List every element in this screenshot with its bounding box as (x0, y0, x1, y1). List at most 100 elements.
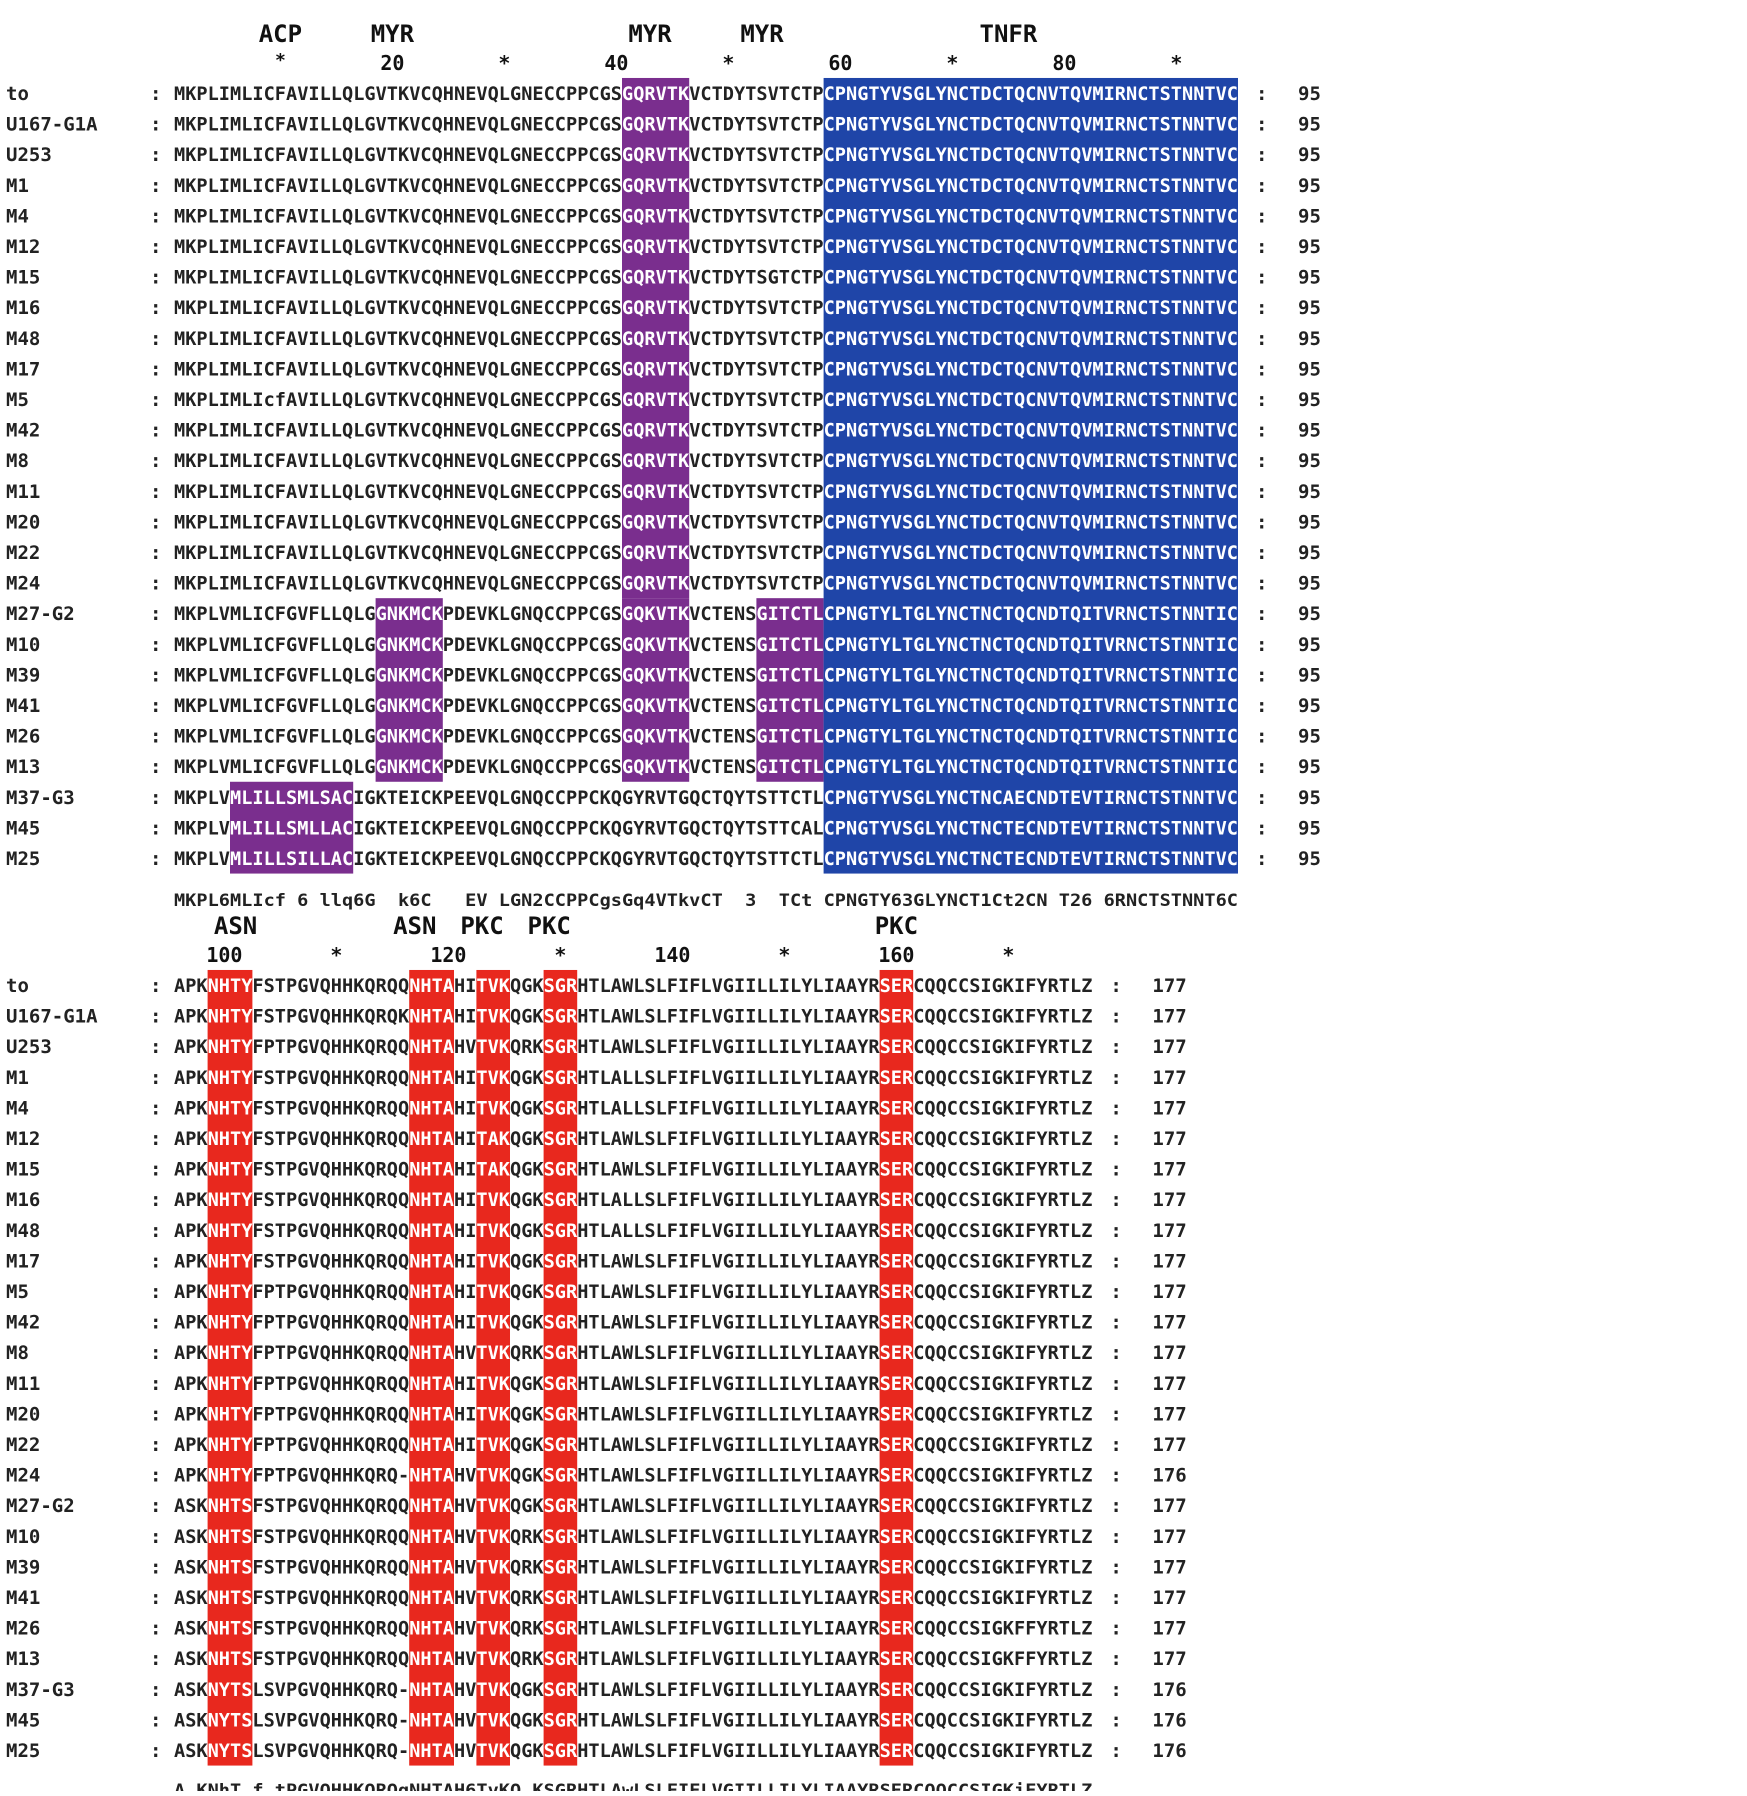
residue: R (644, 175, 656, 197)
residue: L (756, 1526, 767, 1548)
consensus-residue: Y (936, 891, 948, 911)
residue: Z (1081, 1250, 1092, 1272)
residue: I (252, 695, 263, 717)
residue: V (689, 634, 700, 656)
residue: S (644, 1403, 655, 1425)
residue: T (476, 1097, 487, 1119)
residue: T (1204, 267, 1215, 289)
residue: E (465, 664, 476, 686)
residue: Y (241, 1006, 253, 1028)
residue: K (185, 817, 197, 839)
residue: T (969, 114, 980, 136)
residue: V (308, 1036, 319, 1058)
residue: G (555, 1403, 566, 1425)
residue: K (398, 328, 410, 350)
residue: A (286, 358, 298, 380)
residue: Q (1070, 267, 1081, 289)
residue: K (1003, 1587, 1015, 1609)
residue: A (443, 1220, 455, 1242)
residue: G (913, 787, 924, 809)
residue: L (768, 1067, 779, 1089)
residue: R (644, 450, 656, 472)
residue: P (196, 573, 207, 595)
residue: G (992, 1220, 1003, 1242)
residue: Y (1036, 1159, 1048, 1181)
residue: L (633, 1495, 644, 1517)
residue: H (454, 1618, 465, 1640)
residue: S (880, 1250, 891, 1272)
residue: C (790, 450, 801, 472)
residue: M (409, 726, 420, 748)
consensus-residue: P (577, 891, 588, 911)
residue: C (992, 573, 1003, 595)
consensus-residue: 6 (353, 891, 364, 911)
residue: I (779, 1618, 790, 1640)
residue: C (544, 787, 555, 809)
residue: Q (1014, 481, 1025, 503)
residue: G (364, 420, 375, 442)
residue: T (476, 1342, 487, 1364)
residue: T (1003, 695, 1014, 717)
residue: Z (1081, 1709, 1092, 1731)
residue: M (230, 205, 241, 227)
residue: Y (1036, 975, 1048, 997)
residue: N (409, 1097, 420, 1119)
residue: I (745, 1220, 756, 1242)
sequence-end-position: 176 (1152, 1709, 1186, 1731)
residue: K (1003, 1342, 1015, 1364)
residue: D (723, 267, 734, 289)
residue: L (891, 634, 902, 656)
residue: Q (364, 1556, 375, 1578)
residue: G (913, 664, 924, 686)
residue: L (812, 695, 823, 717)
residue: T (779, 573, 790, 595)
residue: G (913, 573, 924, 595)
residue: S (1160, 511, 1171, 533)
residue: K (678, 756, 690, 778)
residue: C (588, 83, 599, 105)
residue: Y (857, 1128, 869, 1150)
residue: N (409, 1281, 420, 1303)
residue: P (264, 1036, 275, 1058)
residue: L (353, 236, 364, 258)
residue: C (420, 787, 431, 809)
residue: T (1059, 389, 1070, 411)
residue: L (756, 1067, 767, 1089)
residue: P (812, 450, 823, 472)
residue: L (1070, 1740, 1081, 1762)
residue: R (521, 1648, 533, 1670)
residue: C (913, 1006, 924, 1028)
row-separator: : (1256, 756, 1267, 778)
residue: T (1003, 573, 1014, 595)
residue: L (499, 664, 510, 686)
residue: P (812, 114, 823, 136)
consensus-residue: C (555, 891, 566, 911)
residue: G (286, 634, 297, 656)
residue: V (465, 1556, 476, 1578)
residue: Q (1014, 267, 1025, 289)
residue: N (980, 634, 991, 656)
residue: G (678, 848, 689, 870)
residue: V (689, 511, 700, 533)
residue: C (1025, 787, 1036, 809)
residue: C (1025, 83, 1036, 105)
residue: K (532, 1250, 544, 1272)
residue: L (499, 236, 510, 258)
residue: S (544, 1006, 555, 1028)
residue: I (1014, 1556, 1025, 1578)
residue: A (846, 1006, 858, 1028)
residue: C (588, 175, 599, 197)
sequence-name: M27-G2 (6, 1495, 75, 1517)
row-separator: : (1110, 1587, 1121, 1609)
residue: Q (924, 1281, 935, 1303)
residue: H (577, 1006, 588, 1028)
residue: C (958, 603, 969, 625)
residue: L (241, 297, 252, 319)
residue: T (969, 83, 980, 105)
residue: G (857, 114, 868, 136)
residue: S (544, 1312, 555, 1334)
residue: L (812, 1618, 823, 1640)
residue: P (566, 236, 577, 258)
residue: V (891, 511, 902, 533)
sequence-end-position: 95 (1298, 756, 1321, 778)
